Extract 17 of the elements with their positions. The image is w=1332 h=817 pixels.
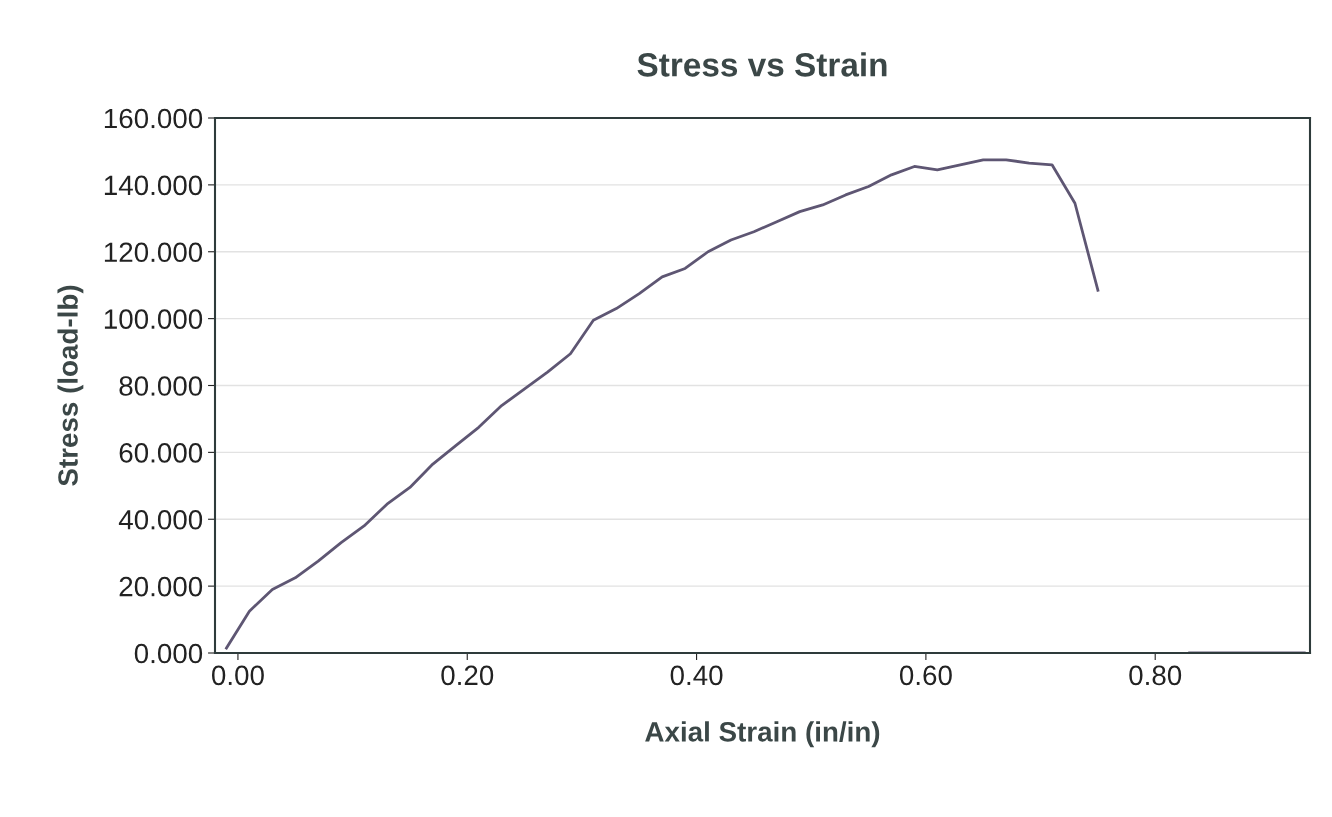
x-tick-label: 0.40 — [670, 665, 723, 686]
x-tick-label: 0.20 — [441, 665, 494, 686]
y-tick-label: 140.000 — [104, 175, 203, 196]
y-axis-title: Stress (load-lb) — [57, 285, 84, 486]
x-axis-title: Axial Strain (in/in) — [645, 721, 880, 748]
y-tick-label: 160.000 — [104, 108, 203, 129]
y-tick-label: 0.000 — [134, 643, 203, 664]
y-tick-label: 100.000 — [104, 309, 203, 329]
chart-title: Stress vs Strain — [637, 52, 887, 77]
y-tick-label: 20.000 — [119, 576, 203, 597]
y-tick-label: 120.000 — [104, 242, 203, 263]
y-tick-label: 40.000 — [118, 509, 203, 530]
x-tick-label: 0.00 — [211, 665, 264, 686]
x-tick-label: 0.80 — [1129, 665, 1182, 686]
y-tick-label: 60.000 — [119, 443, 203, 463]
x-tick-label: 0.60 — [899, 665, 952, 686]
y-tick-label: 80.000 — [119, 376, 203, 396]
